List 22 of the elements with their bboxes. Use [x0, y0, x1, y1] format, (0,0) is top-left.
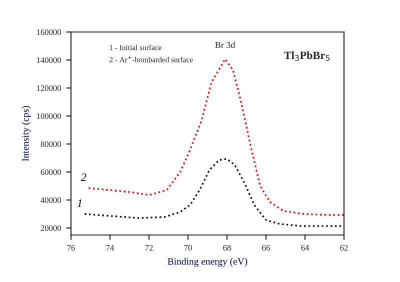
y-tick-label: 160000	[37, 29, 61, 35]
y-tick-label: 140000	[37, 57, 61, 63]
x-tick-label: 70	[184, 244, 192, 251]
y-tick-label: 100000	[37, 113, 61, 119]
x-tick-label: 72	[145, 244, 153, 251]
y-tick-label: 120000	[37, 85, 61, 91]
series-label: 1	[77, 200, 82, 207]
y-tick-label: 20000	[40, 225, 61, 231]
x-tick-label: 62	[340, 244, 348, 251]
series-label: 2	[80, 173, 86, 181]
y-axis-title: Intensity (cps)	[22, 106, 31, 162]
x-tick-label: 76	[67, 244, 75, 251]
y-tick-label: 40000	[40, 197, 61, 203]
annotation: Tl$_{3}$PbBr$_{5}$	[284, 51, 330, 61]
x-tick-label: 68	[223, 244, 231, 251]
x-tick-label: 64	[301, 244, 310, 251]
x-tick-label: 66	[262, 244, 270, 251]
x-tick-label: 74	[106, 245, 114, 251]
y-tick-label: 60000	[40, 169, 61, 175]
x-axis-title: Binding energy (eV)	[168, 258, 248, 267]
y-tick-label: 80000	[40, 141, 61, 147]
annotation: Br 3d	[215, 42, 236, 48]
